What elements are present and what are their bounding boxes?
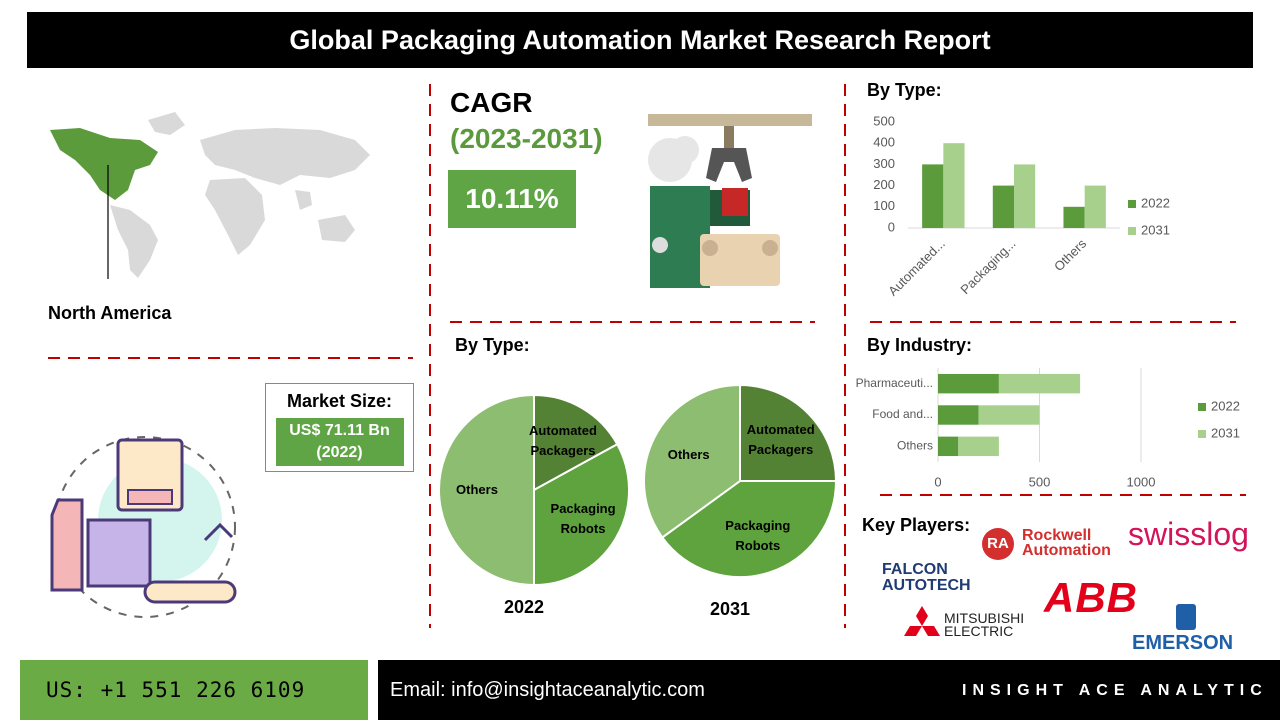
cagr-label: CAGR xyxy=(450,87,533,118)
legend-label: 2031 xyxy=(1141,222,1170,237)
pie-section-title: By Type: xyxy=(455,335,530,355)
pie-year: 2022 xyxy=(504,597,544,617)
footer-phone-box: US: +1 551 226 6109 xyxy=(20,660,368,720)
chart-title: By Industry: xyxy=(867,335,973,355)
bar xyxy=(1084,185,1106,228)
y-tick-label: Food and... xyxy=(872,407,933,421)
logo: MITSUBISHI ELECTRIC xyxy=(944,610,1025,639)
x-tick-label: Automated... xyxy=(885,236,948,299)
pie-slice xyxy=(533,393,619,492)
pie-year: 2031 xyxy=(710,599,750,619)
legend-swatch xyxy=(1128,200,1136,208)
region-label: North America xyxy=(48,303,172,323)
bar xyxy=(1063,206,1085,228)
y-tick-label: 0 xyxy=(888,219,895,234)
legend-swatch xyxy=(1198,430,1206,438)
bar xyxy=(922,164,944,228)
logo: FALCON AUTOTECH xyxy=(882,562,971,594)
x-tick-label: 500 xyxy=(1029,474,1051,489)
pie-label: Automated Packagers xyxy=(746,422,815,458)
pie-slice xyxy=(660,480,838,578)
cagr-value: 10.11% xyxy=(448,170,576,228)
bar xyxy=(938,405,979,425)
market-size-label: Market Size: xyxy=(286,391,393,411)
y-tick-label: Others xyxy=(897,439,933,453)
pie-slice xyxy=(438,393,535,587)
logo-text: Automation xyxy=(1022,542,1111,559)
bar xyxy=(938,436,959,457)
mitsubishi-icon xyxy=(904,606,940,636)
bar xyxy=(938,373,999,394)
bar xyxy=(998,373,1081,394)
pie-label: Others xyxy=(456,482,498,497)
logo-text: Rockwell xyxy=(1022,527,1092,544)
logo-text: EMERSON xyxy=(1132,632,1234,654)
footer-bar: Email: info@insightaceanalytic.com INSIG… xyxy=(378,660,1280,720)
logo-text: swisslog xyxy=(1128,516,1249,552)
footer-email: Email: info@insightaceanalytic.com xyxy=(390,679,705,701)
bar xyxy=(1014,164,1036,228)
x-tick-label: Others xyxy=(1051,236,1090,275)
x-tick-label: 0 xyxy=(934,474,941,489)
market-size-value-box: US$ 71.11 Bn (2022) xyxy=(275,418,404,466)
logo: Rockwell Automation xyxy=(1022,527,1111,559)
logo-text: ELECTRIC xyxy=(944,623,1014,639)
pie-slice xyxy=(533,442,630,587)
x-tick-label: 1000 xyxy=(1127,474,1156,489)
x-tick-label: Packaging... xyxy=(957,236,1018,297)
logo-text: MITSUBISHI xyxy=(944,610,1025,626)
market-size-box: Market Size: US$ 71.11 Bn (2022) xyxy=(265,383,414,472)
dividers xyxy=(48,84,1246,628)
footer-phone: US: +1 551 226 6109 xyxy=(46,678,306,702)
y-tick-label: 200 xyxy=(873,177,895,192)
pie-label: Automated Packagers xyxy=(529,422,597,458)
key-players-title: Key Players: xyxy=(862,515,971,535)
legend-label: 2031 xyxy=(1211,425,1240,440)
legend-label: 2022 xyxy=(1141,195,1170,210)
market-size-year: (2022) xyxy=(316,444,363,461)
logo-mark: RA xyxy=(982,528,1014,560)
logo-text: ABB xyxy=(1044,574,1138,621)
y-tick-label: 300 xyxy=(873,156,895,171)
legend-swatch xyxy=(1128,227,1136,235)
logo-text: AUTOTECH xyxy=(882,577,971,594)
pie-label: Packaging Robots xyxy=(725,517,791,553)
y-tick-label: 400 xyxy=(873,135,895,150)
footer-brand: INSIGHT ACE ANALYTIC xyxy=(962,682,1268,699)
bar xyxy=(992,185,1014,228)
y-tick-label: Pharmaceuti... xyxy=(856,376,933,390)
legend-swatch xyxy=(1198,403,1206,411)
header-title: Global Packaging Automation Market Resea… xyxy=(27,12,1253,68)
pie-label: Others xyxy=(667,446,710,462)
emerson-icon xyxy=(1176,604,1196,630)
bar xyxy=(978,405,1040,425)
market-size-value: US$ 71.11 Bn xyxy=(289,422,390,439)
packaging-illustration xyxy=(50,436,237,618)
robot-illustration xyxy=(648,114,812,288)
world-map xyxy=(50,112,370,278)
logo-text: FALCON xyxy=(882,561,948,578)
pie-label: Packaging Robots xyxy=(550,501,616,536)
bar xyxy=(958,436,999,457)
y-tick-label: 100 xyxy=(873,198,895,213)
cagr-period: (2023-2031) xyxy=(450,123,603,154)
pie-slice xyxy=(643,383,741,539)
chart-title: By Type: xyxy=(867,80,942,100)
bar xyxy=(943,143,965,228)
pie-slice xyxy=(739,383,838,482)
legend-label: 2022 xyxy=(1211,398,1240,413)
y-tick-label: 500 xyxy=(873,113,895,128)
